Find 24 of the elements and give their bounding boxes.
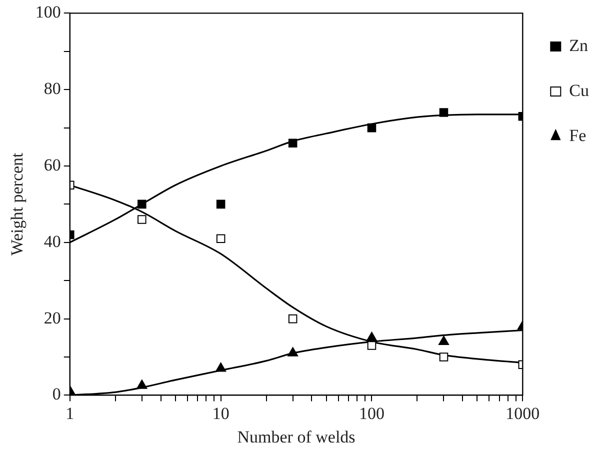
y-axis-title: Weight percent [8, 152, 27, 256]
x-tick-label: 100 [358, 404, 384, 423]
point [367, 341, 376, 350]
y-tick-label: 80 [44, 79, 61, 98]
point [367, 123, 376, 132]
point [216, 362, 226, 372]
legend-label: Zn [569, 36, 589, 55]
x-axis-title: Number of welds [237, 427, 356, 446]
point [439, 352, 448, 362]
x-tick-label: 10 [212, 404, 230, 423]
x-tick-label: 1000 [506, 404, 540, 423]
point [439, 108, 448, 117]
legend-label: Fe [569, 126, 586, 145]
point [438, 336, 450, 345]
y-tick-label: 60 [44, 155, 61, 174]
y-tick-label: 0 [52, 384, 61, 404]
point [366, 332, 378, 342]
x-tick-label: 1 [66, 404, 74, 423]
y-tick-label: 100 [35, 2, 61, 22]
point [216, 234, 226, 243]
y-tick-label: 20 [44, 308, 61, 328]
y-tick-label: 40 [44, 232, 61, 251]
legend-label: Cu [569, 80, 590, 100]
point [216, 200, 226, 209]
